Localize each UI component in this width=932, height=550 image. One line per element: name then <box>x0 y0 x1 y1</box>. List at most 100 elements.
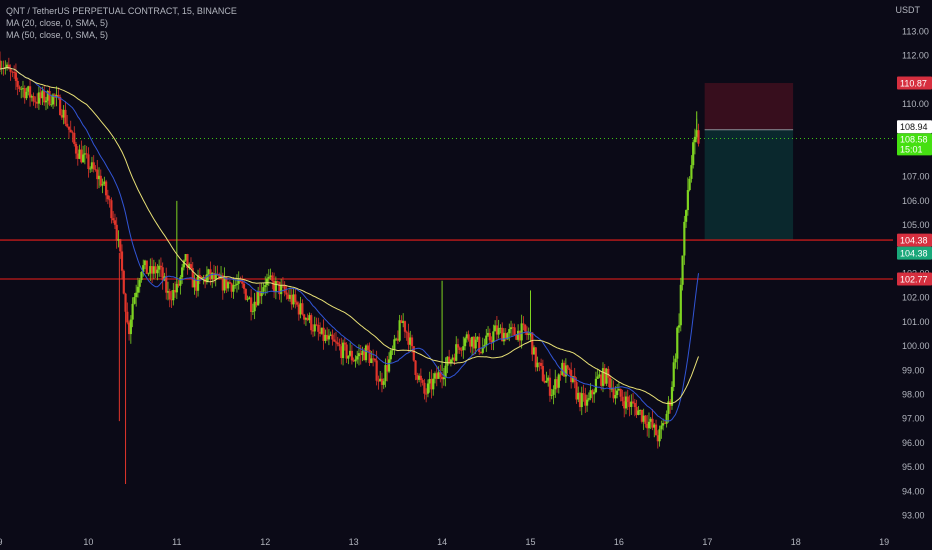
candle-body <box>110 200 113 219</box>
candle-body <box>230 283 233 292</box>
candle-body <box>683 221 686 256</box>
candle-body <box>676 327 679 359</box>
candle-body <box>458 347 461 351</box>
candle-body <box>20 88 23 90</box>
candle-body <box>647 421 651 429</box>
candle-body <box>78 149 81 159</box>
candle-body <box>333 339 336 342</box>
candle-body <box>373 358 376 361</box>
candle-body <box>674 358 677 363</box>
horizontal-lines[interactable] <box>0 138 893 280</box>
currency-unit: USDT <box>895 5 921 15</box>
price-tick-label: 110.00 <box>902 99 929 109</box>
candle-body <box>564 365 567 377</box>
candle-body <box>444 365 447 378</box>
candle-body <box>269 275 272 278</box>
candle-body <box>112 218 115 221</box>
candle-body <box>532 347 536 355</box>
time-tick-label: 14 <box>437 537 447 547</box>
candle-body <box>303 314 306 320</box>
candle-body <box>295 302 299 305</box>
candle-body <box>511 327 514 329</box>
candle-body <box>147 273 150 275</box>
candle-body <box>610 388 613 390</box>
candle-body <box>359 353 362 355</box>
candle-body <box>126 311 129 323</box>
candle-body <box>545 380 548 383</box>
candle-body <box>559 374 562 376</box>
candle-body <box>690 165 693 179</box>
candle-body <box>150 266 154 274</box>
candle-body <box>329 334 332 336</box>
candle-body <box>30 96 33 98</box>
stop-loss-zone <box>704 83 794 130</box>
candle-body <box>218 274 221 279</box>
candle-body <box>501 327 504 342</box>
ma20-legend[interactable]: MA (20, close, 0, SMA, 5) <box>6 18 109 28</box>
candle-body <box>85 153 88 155</box>
price-tick-label: 107.00 <box>902 172 930 182</box>
candle-body <box>195 280 198 291</box>
candle-body <box>71 132 74 134</box>
candle-body <box>571 376 575 383</box>
candle-body <box>630 401 633 407</box>
candle-body <box>635 407 638 415</box>
candle-body <box>285 292 288 295</box>
candle-body <box>573 376 576 383</box>
candle-body <box>198 275 201 277</box>
candle-body <box>331 334 334 340</box>
candle-body <box>527 333 530 335</box>
candle-body <box>182 260 186 268</box>
candle-body <box>384 365 387 382</box>
ma50-legend[interactable]: MA (50, close, 0, SMA, 5) <box>6 30 109 40</box>
candle-body <box>624 396 628 409</box>
candle-body <box>23 88 26 99</box>
candle-body <box>435 373 438 379</box>
candle-body <box>253 301 256 312</box>
candle-body <box>663 423 666 424</box>
candle-body <box>561 362 564 375</box>
candle-body <box>640 410 643 422</box>
candle-body <box>637 410 640 415</box>
candle-body <box>73 132 76 144</box>
time-axis[interactable]: 9 10 11 12 13 14 15 16 17 18 19 <box>0 537 889 547</box>
candle-body <box>472 336 476 349</box>
candle-body <box>181 267 184 278</box>
candle-body <box>168 291 171 300</box>
candle-body <box>74 143 78 154</box>
candle-body <box>209 269 212 279</box>
candle-body <box>27 86 30 92</box>
candle-body <box>605 368 608 384</box>
candle-body <box>237 278 240 284</box>
candle-body <box>189 264 193 269</box>
stop-price-label-bg <box>897 76 932 90</box>
take-profit-zone <box>704 129 794 241</box>
candle-body <box>32 96 35 102</box>
candle-body <box>483 344 486 348</box>
last-price-label-bg <box>897 133 932 156</box>
candle-body <box>274 281 277 292</box>
candle-body <box>250 297 253 312</box>
candle-body <box>76 153 79 159</box>
candle-body <box>688 178 691 191</box>
candle-body <box>440 376 444 380</box>
price-tick-label: 112.00 <box>902 51 929 61</box>
price-tick-label: 105.00 <box>902 220 930 230</box>
stop-price-label-text: 110.87 <box>900 78 927 88</box>
candle-body <box>557 374 560 388</box>
candle-body <box>478 336 481 352</box>
candle-body <box>101 184 104 186</box>
candle-body <box>421 380 424 383</box>
candle-body <box>283 285 286 293</box>
candle-body <box>548 377 552 396</box>
candle-body <box>179 277 182 286</box>
candle-body <box>143 260 147 266</box>
candle-body <box>584 394 587 406</box>
candle-body <box>387 359 391 372</box>
symbol-title[interactable]: QNT / TetherUS PERPETUAL CONTRACT, 15, B… <box>6 6 237 16</box>
candle-body <box>608 377 612 390</box>
candle-body <box>654 424 658 436</box>
candle-body <box>685 210 688 222</box>
